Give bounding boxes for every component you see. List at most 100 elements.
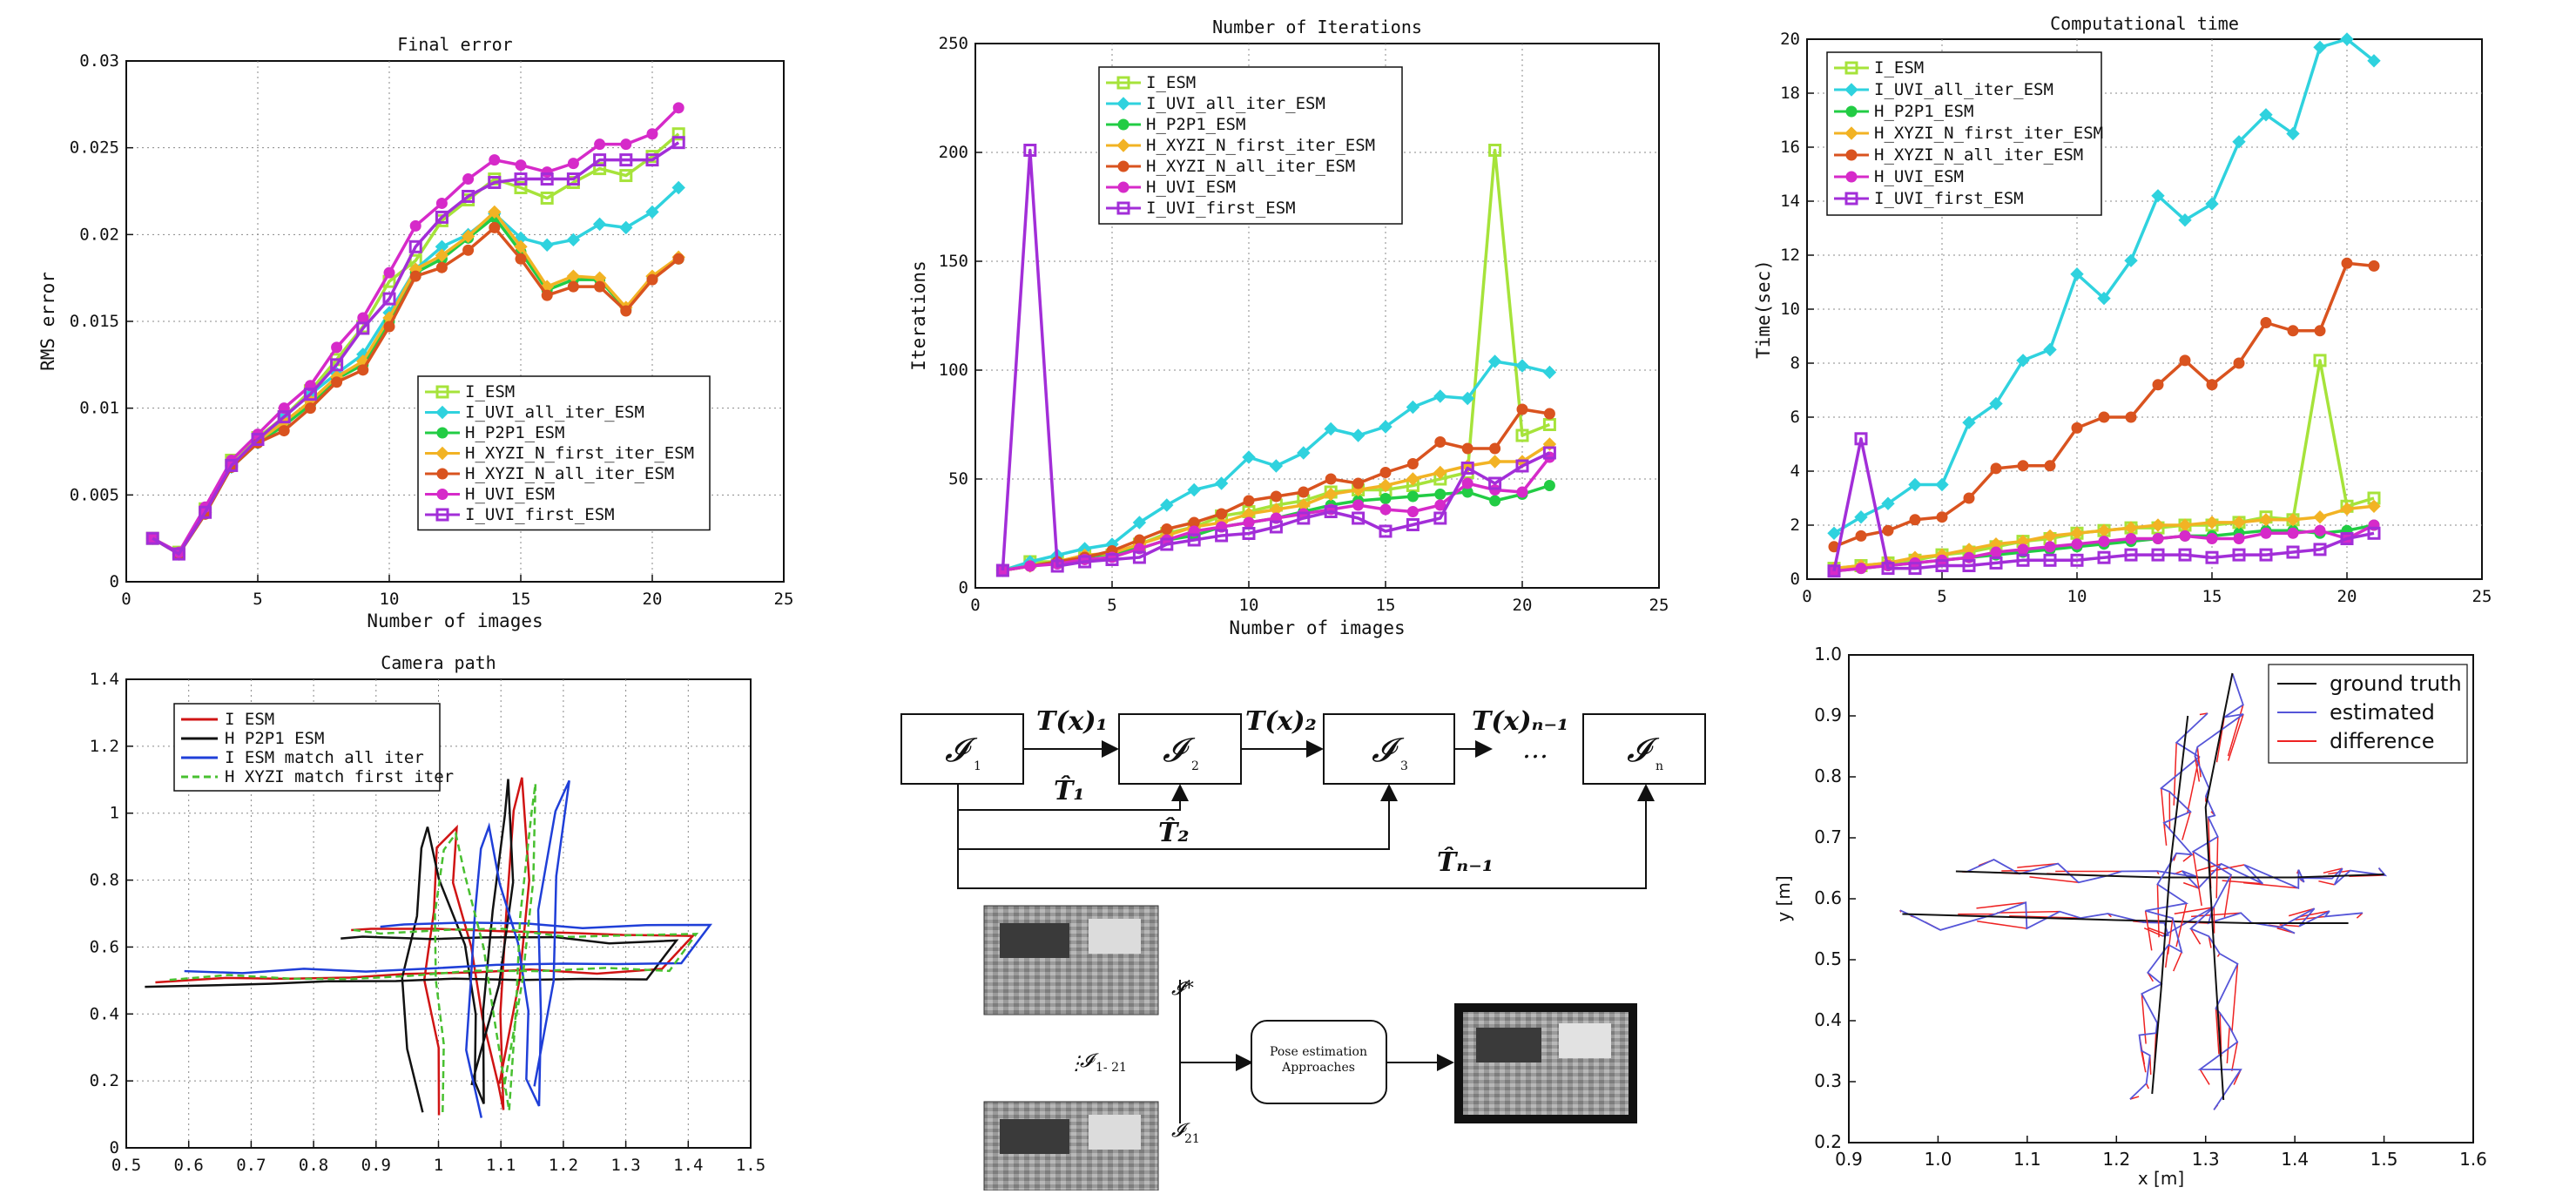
- legend-label: I_ESM: [1874, 58, 1924, 78]
- data-point: [489, 155, 500, 165]
- legend: I_ESMI_UVI_all_iter_ESMH_P2P1_ESMH_XYZI_…: [1827, 52, 2103, 215]
- label-hatTn: T̂ₙ₋₁: [1437, 847, 1494, 878]
- y-tick-label: 10: [1780, 300, 1800, 319]
- data-point: [1937, 512, 1947, 523]
- legend-label: I ESM: [225, 710, 274, 729]
- legend-marker: [1118, 161, 1129, 172]
- data-point: [2288, 326, 2298, 336]
- data-point: [2045, 461, 2055, 471]
- y-tick-label: 16: [1780, 138, 1800, 157]
- reference-image-object: [1000, 923, 1069, 958]
- x-tick-label: 1: [434, 1156, 443, 1175]
- data-point: [410, 220, 421, 231]
- data-point: [621, 306, 631, 316]
- legend-label: ground truth: [2330, 671, 2462, 696]
- y-tick-label: 1: [110, 804, 119, 823]
- legend-label: H_XYZI_N_first_iter_ESM: [1874, 124, 2103, 143]
- result-image-keyboard: [1559, 1023, 1611, 1058]
- node-1-subscript: 1: [974, 759, 981, 773]
- x-tick-label: 0: [970, 596, 980, 615]
- data-point: [2018, 461, 2028, 471]
- y-tick-label: 4: [1790, 462, 1800, 481]
- x-tick-label: 1.2: [549, 1156, 578, 1175]
- node-n-subscript: n: [1656, 759, 1663, 773]
- y-axis-label: Iterations: [908, 260, 929, 370]
- data-point: [1353, 478, 1364, 489]
- data-point: [2072, 539, 2082, 550]
- chart-title: Computational time: [2050, 13, 2239, 34]
- data-point: [2342, 258, 2352, 268]
- x-tick-label: 5: [1937, 587, 1946, 606]
- data-point: [516, 253, 526, 264]
- data-point: [463, 174, 474, 185]
- x-tick-label: 1.6: [2459, 1149, 2487, 1170]
- data-point: [516, 160, 526, 171]
- x-tick-label: 0.8: [299, 1156, 328, 1175]
- data-point: [2099, 536, 2109, 547]
- data-point: [542, 290, 552, 300]
- data-point: [1544, 408, 1554, 419]
- legend-label: H P2P1 ESM: [225, 729, 324, 748]
- y-axis-label: Time(sec): [1753, 260, 1774, 359]
- data-point: [1380, 468, 1391, 478]
- legend-label: I_ESM: [465, 382, 515, 401]
- legend-marker: [437, 489, 448, 500]
- data-point: [1244, 517, 1254, 528]
- data-point: [1380, 504, 1391, 515]
- x-tick-label: 0.6: [174, 1156, 204, 1175]
- data-point: [2369, 260, 2379, 271]
- label-reference: 𝓘*: [1171, 978, 1194, 1000]
- x-tick-label: 5: [253, 590, 262, 609]
- y-tick-label: 1.2: [90, 737, 119, 756]
- data-point: [621, 139, 631, 150]
- y-tick-label: 0: [1790, 570, 1800, 589]
- data-point: [595, 139, 605, 150]
- node-3-subscript: 3: [1400, 759, 1408, 773]
- y-tick-label: 200: [939, 143, 968, 162]
- data-point: [2315, 326, 2325, 336]
- legend-label: H_XYZI_N_all_iter_ESM: [465, 464, 674, 483]
- data-point: [2099, 412, 2109, 422]
- y-tick-label: 0: [110, 1138, 119, 1157]
- data-point: [673, 103, 684, 113]
- y-tick-label: 0: [110, 572, 119, 591]
- legend-marker: [1846, 172, 1857, 182]
- y-tick-label: 0.01: [79, 399, 119, 418]
- x-tick-label: 15: [511, 590, 531, 609]
- data-point: [1353, 500, 1364, 510]
- data-point: [332, 377, 342, 388]
- data-point: [1964, 493, 1974, 503]
- data-point: [2018, 544, 2028, 555]
- legend-label: H_UVI_ESM: [1146, 178, 1236, 197]
- x-tick-label: 0.9: [361, 1156, 391, 1175]
- data-point: [673, 253, 684, 264]
- data-point: [1271, 491, 1281, 502]
- x-tick-label: 0: [121, 590, 131, 609]
- legend-label: H_XYZI_N_all_iter_ESM: [1874, 145, 2083, 165]
- y-tick-label: 6: [1790, 408, 1800, 427]
- legend-marker: [1118, 119, 1129, 130]
- y-tick-label: 1.0: [1814, 644, 1842, 664]
- data-point: [2153, 534, 2163, 544]
- data-point: [1407, 507, 1418, 517]
- reference-image-keyboard: [1089, 919, 1141, 954]
- legend-label: H_UVI_ESM: [1874, 167, 1964, 186]
- x-tick-label: 10: [1239, 596, 1259, 615]
- label-Tn1: T(x)ₙ₋₁: [1472, 706, 1568, 737]
- legend-label: I_UVI_all_iter_ESM: [1874, 80, 2053, 99]
- chart-title: Camera path: [381, 652, 496, 673]
- legend-label: I_UVI_first_ESM: [1146, 199, 1296, 218]
- data-point: [1025, 561, 1035, 571]
- legend-label: I_UVI_first_ESM: [465, 505, 615, 524]
- data-point: [1325, 474, 1336, 484]
- data-point: [1244, 496, 1254, 506]
- data-point: [2288, 528, 2298, 538]
- sequence-image-keyboard: [1089, 1115, 1141, 1150]
- x-tick-label: 1.4: [2281, 1149, 2309, 1170]
- x-tick-label: 0.5: [111, 1156, 141, 1175]
- data-point: [568, 281, 578, 292]
- y-tick-label: 0.8: [1814, 766, 1842, 786]
- x-tick-label: 10: [2067, 587, 2087, 606]
